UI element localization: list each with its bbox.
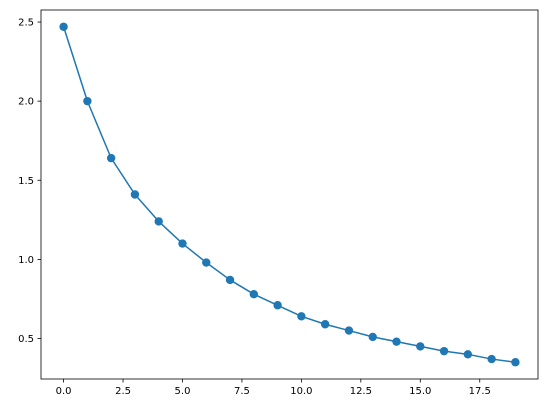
x-tick-label: 17.5 — [469, 386, 491, 397]
y-tick-label: 1.5 — [18, 176, 34, 187]
data-point — [225, 275, 235, 285]
plot-frame — [40, 9, 539, 380]
data-point — [154, 217, 163, 226]
x-tick-label: 0.0 — [56, 386, 72, 397]
data-point — [320, 320, 330, 329]
x-tick-label: 12.5 — [350, 386, 372, 397]
data-point — [463, 350, 473, 359]
plot-area — [41, 10, 538, 379]
series-layer — [59, 22, 520, 367]
data-point — [297, 312, 306, 321]
x-tick-label: 10.0 — [290, 386, 312, 397]
data-point — [487, 354, 496, 364]
y-tick-label: 2.0 — [18, 97, 34, 108]
data-point — [273, 301, 282, 310]
data-point — [83, 96, 92, 106]
data-point — [202, 258, 211, 267]
data-point — [106, 153, 116, 163]
data-point — [249, 289, 259, 299]
data-point — [344, 326, 354, 335]
data-point — [416, 342, 425, 351]
y-tick-label: 1.0 — [18, 255, 34, 266]
data-point — [130, 190, 140, 199]
x-tick-label: 7.5 — [234, 386, 250, 397]
axes: 0.0 2.5 5.0 7.5 10.0 12.5 15.0 17.5 0.5 1.0 1.5 2.0… — [18, 18, 491, 397]
x-tick-label: 5.0 — [175, 386, 191, 397]
y-tick-label: 0.5 — [18, 334, 34, 345]
data-point — [392, 337, 401, 346]
data-point — [178, 239, 187, 248]
y-tick-label: 2.5 — [18, 18, 34, 29]
x-tick-label: 2.5 — [115, 386, 131, 397]
data-point — [511, 358, 520, 367]
data-point — [59, 22, 68, 31]
data-point — [368, 332, 377, 342]
x-tick-label: 15.0 — [409, 386, 431, 397]
data-point — [439, 346, 449, 356]
